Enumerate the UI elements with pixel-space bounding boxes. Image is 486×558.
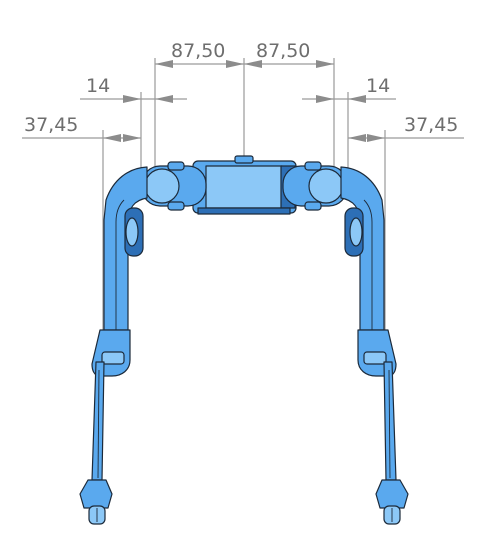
robot-body bbox=[141, 155, 348, 215]
arrow-head bbox=[155, 60, 173, 68]
hip-clip-right bbox=[304, 161, 322, 171]
shin-left-edge bbox=[97, 369, 100, 479]
knee-cap-right bbox=[363, 351, 387, 365]
torso-top-sensor bbox=[234, 155, 254, 164]
hip-motor-right bbox=[308, 168, 344, 204]
knee-cap-left bbox=[101, 351, 125, 365]
foot-left bbox=[79, 479, 113, 509]
arrow-head bbox=[316, 95, 334, 103]
hip-clip-right-bottom bbox=[304, 201, 322, 211]
dimension-label-half-width-left: 87,50 bbox=[171, 40, 225, 62]
dimension-half-widths: 87,50 87,50 bbox=[154, 40, 335, 170]
arrow-head bbox=[348, 134, 366, 142]
dimension-label-leg-left: 37,45 bbox=[24, 114, 78, 136]
hip-clip-left bbox=[167, 161, 185, 171]
arrow-head bbox=[348, 95, 366, 103]
thigh-left-edge bbox=[115, 199, 125, 330]
thigh-right-edge bbox=[363, 199, 373, 330]
leg-left bbox=[79, 166, 148, 525]
dimension-label-offset-right: 14 bbox=[366, 75, 390, 97]
dimension-label-leg-right: 37,45 bbox=[404, 114, 458, 136]
arrow-head bbox=[123, 134, 141, 142]
dimension-label-offset-left: 14 bbox=[86, 75, 110, 97]
arrow-head bbox=[244, 60, 262, 68]
leg-right bbox=[340, 166, 409, 525]
arrow-head bbox=[316, 60, 334, 68]
arrow-head bbox=[103, 134, 121, 142]
knee-motor-cap-right bbox=[349, 217, 363, 247]
arrow-head bbox=[226, 60, 244, 68]
knee-motor-cap-left bbox=[125, 217, 139, 247]
torso-front-panel bbox=[205, 165, 283, 209]
arrow-head bbox=[123, 95, 141, 103]
dimension-offsets: 14 14 bbox=[80, 75, 396, 168]
hip-motor-left bbox=[144, 168, 180, 204]
arrow-head bbox=[367, 134, 385, 142]
dimension-legs: 37,45 37,45 bbox=[22, 114, 464, 340]
arrow-head bbox=[155, 95, 173, 103]
dimension-label-half-width-right: 87,50 bbox=[256, 40, 310, 62]
shin-right-edge bbox=[388, 369, 391, 479]
torso-bottom-plate bbox=[197, 207, 291, 215]
foot-right bbox=[375, 479, 409, 509]
hip-clip-left-bottom bbox=[167, 201, 185, 211]
